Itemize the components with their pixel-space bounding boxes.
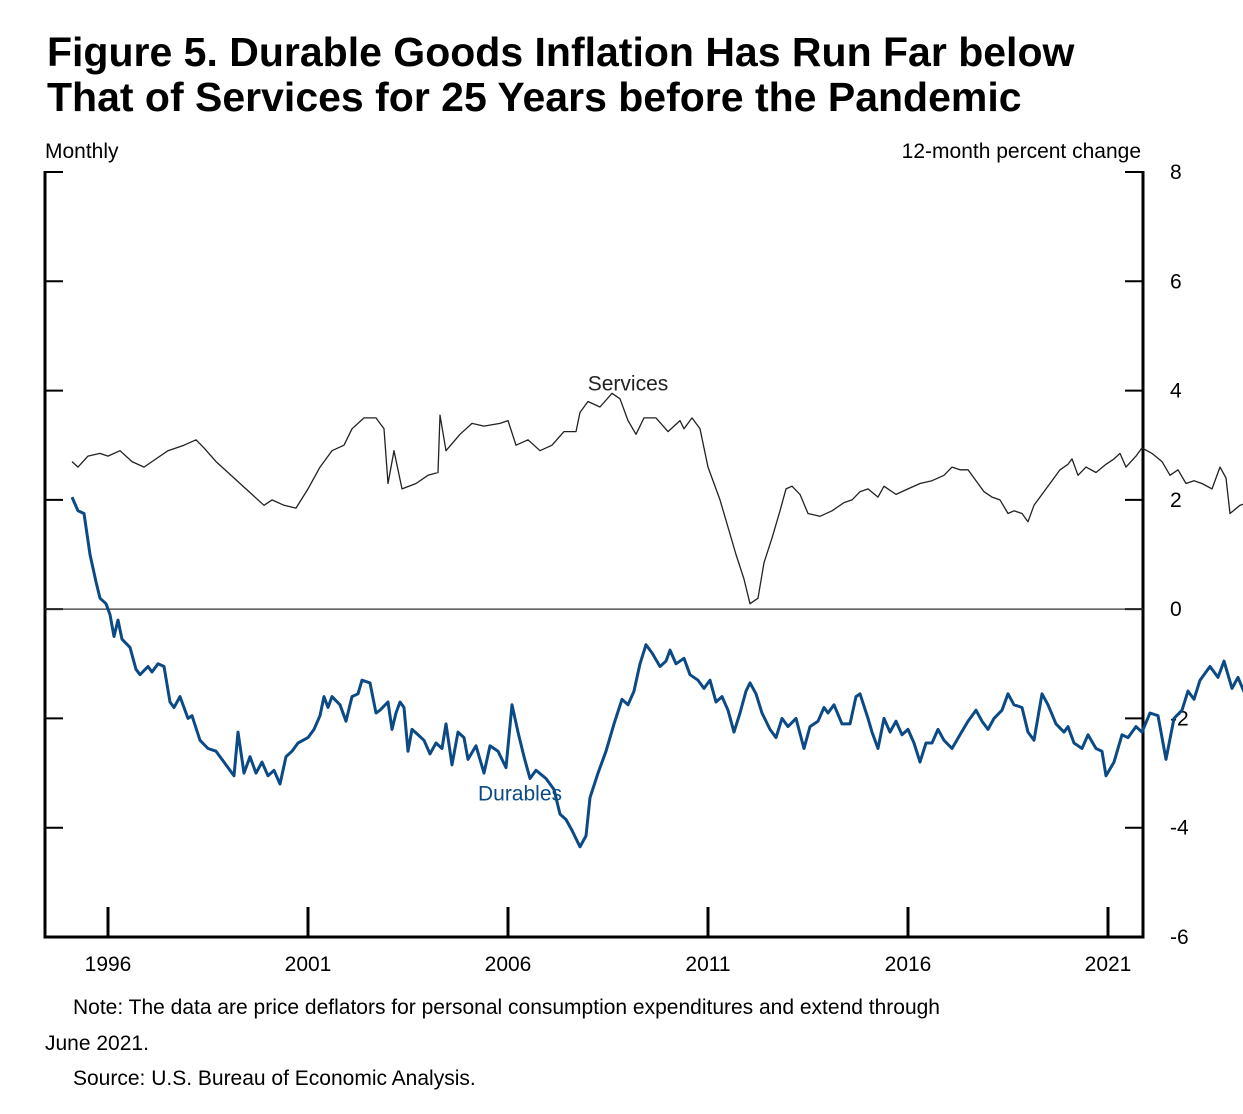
- x-tick-label: 2016: [885, 953, 932, 976]
- series-label-services: Services: [588, 373, 669, 396]
- y-tick-label: 8: [1170, 161, 1182, 184]
- y-tick-label: -4: [1170, 817, 1189, 840]
- labels-layer: Services Durables: [478, 373, 668, 806]
- y-tick-label: 2: [1170, 489, 1182, 512]
- chart-source: Source: U.S. Bureau of Economic Analysis…: [73, 1067, 476, 1090]
- chart-note: Note: The data are price deflators for p…: [45, 990, 1165, 1062]
- y-tick-label: -2: [1170, 707, 1189, 730]
- axes: -6 -4 -2 0 2 4 6 8 1996 2001 2006 2011 2016 2021: [43, 161, 1189, 976]
- series-line-services: [71, 392, 1243, 605]
- series-layer: [70, 392, 1243, 849]
- series-line-durables: [70, 496, 1243, 849]
- units-label: 12-month percent change: [901, 140, 1141, 163]
- y-tick-label: 0: [1170, 598, 1182, 621]
- chart-title-line-1: Figure 5. Durable Goods Inflation Has Ru…: [47, 29, 1075, 75]
- x-tick-label: 2021: [1085, 953, 1132, 976]
- chart-title: Figure 5. Durable Goods Inflation Has Ru…: [47, 30, 1237, 120]
- x-tick-label: 2011: [685, 953, 730, 976]
- line-chart: -6 -4 -2 0 2 4 6 8 1996 2001 2006 2011 2016 2021 Serv…: [43, 161, 1243, 976]
- y-tick-label: 4: [1170, 380, 1182, 403]
- y-tick-label: -6: [1170, 926, 1189, 949]
- series-label-durables: Durables: [478, 782, 562, 805]
- note-line-2: June 2021.: [45, 1032, 149, 1055]
- x-tick-label: 2001: [285, 953, 332, 976]
- note-line-1: Note: The data are price deflators for p…: [73, 996, 940, 1019]
- y-tick-label: 6: [1170, 270, 1182, 293]
- x-tick-label: 2006: [485, 953, 532, 976]
- chart-title-line-2: That of Services for 25 Years before the…: [47, 74, 1022, 120]
- frequency-label: Monthly: [45, 140, 119, 163]
- x-tick-label: 1996: [85, 953, 132, 976]
